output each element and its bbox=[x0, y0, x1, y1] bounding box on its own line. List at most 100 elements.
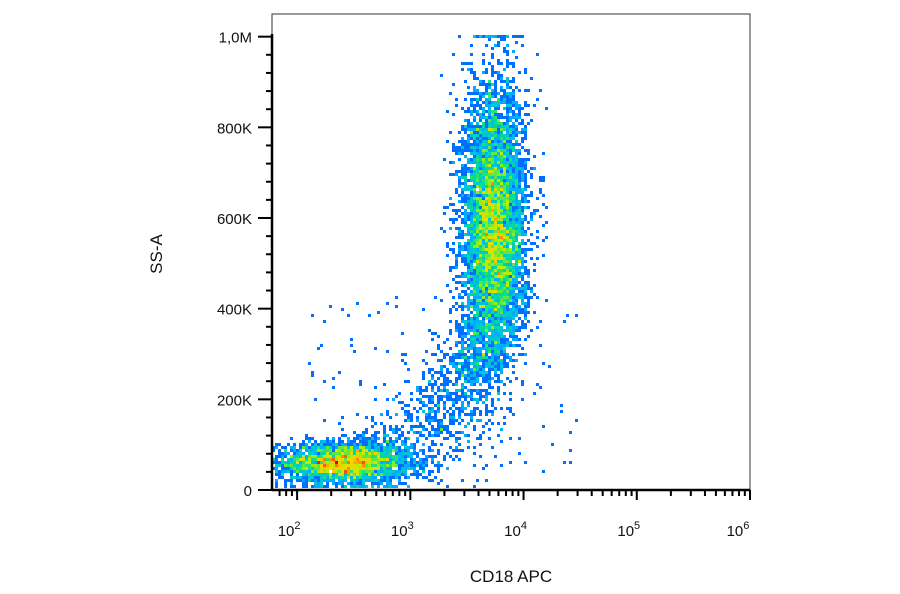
event-dot bbox=[506, 167, 509, 170]
event-dot bbox=[500, 320, 503, 323]
event-dot bbox=[470, 197, 473, 200]
event-dot bbox=[536, 245, 539, 248]
event-dot bbox=[521, 35, 524, 38]
event-dot bbox=[503, 254, 506, 257]
event-dot bbox=[461, 332, 464, 335]
event-dot bbox=[422, 452, 425, 455]
event-dot bbox=[497, 101, 500, 104]
event-dot bbox=[446, 377, 449, 380]
event-dot bbox=[488, 239, 491, 242]
event-dot bbox=[479, 98, 482, 101]
event-dot bbox=[470, 416, 473, 419]
event-dot bbox=[467, 200, 470, 203]
event-dot bbox=[461, 245, 464, 248]
event-dot bbox=[515, 302, 518, 305]
event-dot bbox=[491, 92, 494, 95]
event-dot bbox=[422, 434, 425, 437]
event-dot bbox=[284, 449, 287, 452]
event-dot bbox=[431, 386, 434, 389]
event-dot bbox=[494, 344, 497, 347]
event-dot bbox=[509, 326, 512, 329]
event-dot bbox=[308, 362, 311, 365]
event-dot bbox=[509, 170, 512, 173]
event-dot bbox=[461, 62, 464, 65]
event-dot bbox=[509, 332, 512, 335]
event-dot bbox=[500, 86, 503, 89]
event-dot bbox=[437, 419, 440, 422]
event-dot bbox=[371, 476, 374, 479]
event-dot bbox=[443, 389, 446, 392]
event-dot bbox=[506, 341, 509, 344]
event-dot bbox=[431, 434, 434, 437]
event-dot bbox=[518, 452, 521, 455]
event-dot bbox=[362, 470, 365, 473]
event-dot bbox=[533, 209, 536, 212]
event-dot bbox=[485, 35, 488, 38]
event-dot bbox=[479, 146, 482, 149]
event-dot bbox=[473, 329, 476, 332]
event-dot bbox=[392, 458, 395, 461]
event-dot bbox=[518, 212, 521, 215]
event-dot bbox=[485, 230, 488, 233]
event-dot bbox=[458, 395, 461, 398]
event-dot bbox=[479, 413, 482, 416]
event-dot bbox=[419, 434, 422, 437]
event-dot bbox=[314, 455, 317, 458]
event-dot bbox=[509, 149, 512, 152]
event-dot bbox=[422, 467, 425, 470]
event-dot bbox=[452, 356, 455, 359]
event-dot bbox=[560, 410, 563, 413]
y-tick-label: 0 bbox=[244, 483, 252, 500]
event-dot bbox=[518, 221, 521, 224]
event-dot bbox=[524, 323, 527, 326]
event-dot bbox=[503, 35, 506, 38]
event-dot bbox=[479, 293, 482, 296]
event-dot bbox=[329, 446, 332, 449]
event-dot bbox=[461, 167, 464, 170]
event-dot bbox=[497, 260, 500, 263]
event-dot bbox=[503, 305, 506, 308]
event-dot bbox=[431, 461, 434, 464]
event-dot bbox=[449, 419, 452, 422]
event-dot bbox=[446, 392, 449, 395]
event-dot bbox=[431, 416, 434, 419]
event-dot bbox=[500, 329, 503, 332]
event-dot bbox=[317, 455, 320, 458]
event-dot bbox=[374, 479, 377, 482]
event-dot bbox=[470, 53, 473, 56]
event-dot bbox=[476, 182, 479, 185]
event-dot bbox=[311, 458, 314, 461]
event-dot bbox=[344, 473, 347, 476]
event-dot bbox=[452, 404, 455, 407]
event-dot bbox=[542, 239, 545, 242]
event-dot bbox=[281, 446, 284, 449]
event-dot bbox=[476, 155, 479, 158]
event-dot bbox=[425, 419, 428, 422]
event-dot bbox=[512, 218, 515, 221]
event-dot bbox=[455, 419, 458, 422]
event-dot bbox=[461, 320, 464, 323]
event-dot bbox=[365, 416, 368, 419]
event-dot bbox=[476, 293, 479, 296]
event-dot bbox=[485, 377, 488, 380]
event-dot bbox=[392, 443, 395, 446]
event-dot bbox=[515, 173, 518, 176]
event-dot bbox=[491, 230, 494, 233]
event-dot bbox=[524, 260, 527, 263]
event-dot bbox=[506, 218, 509, 221]
event-dot bbox=[485, 254, 488, 257]
event-dot bbox=[497, 104, 500, 107]
event-dot bbox=[464, 155, 467, 158]
event-dot bbox=[308, 440, 311, 443]
event-dot bbox=[476, 371, 479, 374]
event-dot bbox=[542, 152, 545, 155]
event-dot bbox=[338, 479, 341, 482]
event-dot bbox=[341, 482, 344, 485]
event-dot bbox=[485, 194, 488, 197]
event-dot bbox=[455, 257, 458, 260]
event-dot bbox=[503, 275, 506, 278]
event-dot bbox=[332, 464, 335, 467]
event-dot bbox=[404, 449, 407, 452]
event-dot bbox=[500, 302, 503, 305]
event-dot bbox=[446, 428, 449, 431]
